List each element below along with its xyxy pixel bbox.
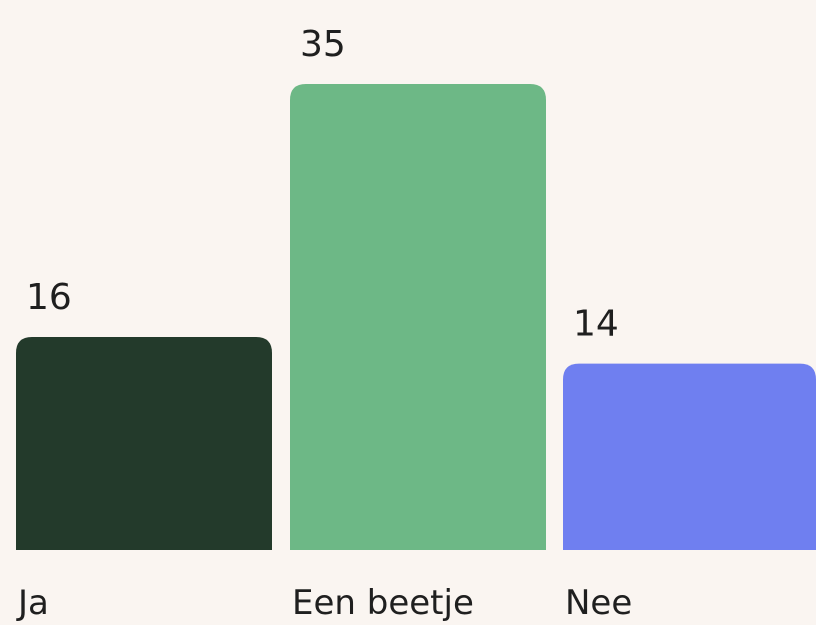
category-label: Ja — [16, 583, 49, 623]
value-labels-group: 16 35 14 — [26, 24, 619, 345]
bars-group — [16, 84, 816, 550]
category-label: Een beetje — [292, 583, 474, 623]
data-label: 14 — [573, 304, 619, 345]
data-label: 16 — [26, 277, 72, 318]
data-label: 35 — [300, 24, 346, 65]
bar-een-beetje — [290, 84, 546, 550]
category-label: Nee — [565, 583, 632, 623]
bar-nee — [563, 363, 816, 550]
category-labels-group: Ja Een beetje Nee — [16, 583, 632, 623]
bar-ja — [16, 336, 272, 550]
